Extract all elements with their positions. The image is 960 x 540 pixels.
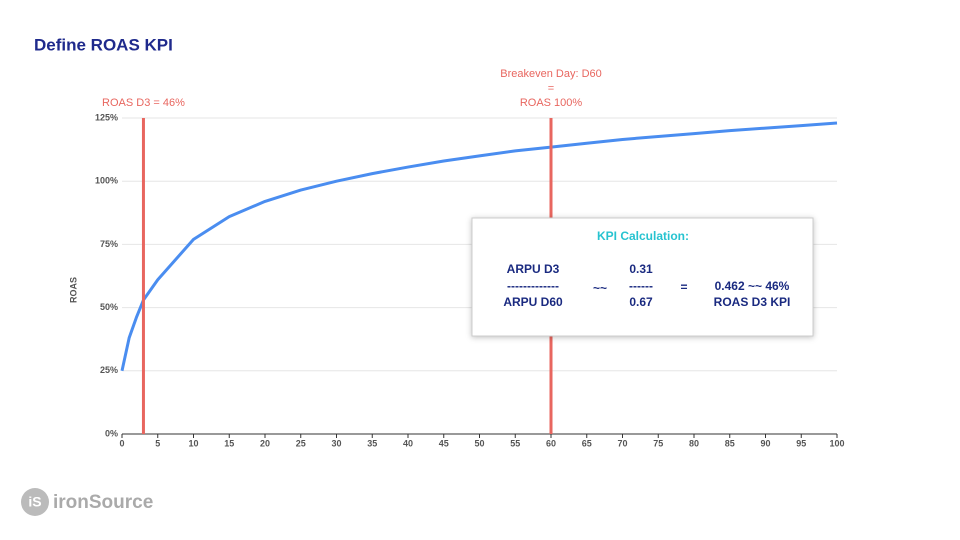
x-tick-label: 75 (653, 438, 663, 448)
x-tick-label: 85 (725, 438, 735, 448)
x-tick-label: 80 (689, 438, 699, 448)
roas-curve (120, 121, 838, 372)
x-tick-label: 100 (829, 438, 844, 448)
y-tick-label: 25% (100, 365, 118, 375)
x-tick-label: 95 (796, 438, 806, 448)
y-tick-label: 125% (95, 112, 118, 122)
slide-title: Define ROAS KPI (34, 35, 173, 54)
x-tick-label: 50 (474, 438, 484, 448)
x-tick-label: 55 (510, 438, 520, 448)
kpi-box: KPI Calculation: ARPU D3 ------------- ARPU… (471, 217, 814, 337)
x-tick-label: 30 (331, 438, 341, 448)
kpi-middle: ------ (629, 279, 653, 293)
annotation-label: = (548, 82, 554, 94)
x-tick-label: 10 (188, 438, 198, 448)
kpi-approx: ~~ (593, 281, 607, 295)
x-tick-label: 25 (296, 438, 306, 448)
annotation-label: Breakeven Day: D60 (500, 68, 602, 80)
kpi-left: ARPU D3 (507, 262, 560, 276)
kpi-title: KPI Calculation: (597, 229, 689, 243)
kpi-result: ROAS D3 KPI (714, 295, 791, 309)
x-tick-label: 0 (119, 438, 124, 448)
x-tick-label: 60 (546, 438, 556, 448)
logo-icon (21, 488, 49, 516)
x-tick-label: 90 (760, 438, 770, 448)
kpi-result: 0.462 ~~ 46% (715, 279, 790, 293)
logo-text: ironSource (53, 492, 153, 513)
y-axis-label: ROAS (68, 277, 78, 303)
x-tick-label: 40 (403, 438, 413, 448)
logo-mark: iS (28, 494, 41, 510)
x-tick-label: 20 (260, 438, 270, 448)
kpi-middle: 0.67 (629, 295, 653, 309)
annotation-label: ROAS D3 = 46% (102, 97, 185, 109)
kpi-middle: 0.31 (629, 262, 653, 276)
x-tick-label: 45 (439, 438, 449, 448)
kpi-equals: = (680, 280, 687, 294)
x-tick-label: 15 (224, 438, 234, 448)
x-tick-label: 35 (367, 438, 377, 448)
kpi-left: ------------- (507, 279, 559, 293)
annotation-label: ROAS 100% (520, 97, 583, 109)
y-tick-label: 100% (95, 176, 118, 186)
y-tick-label: 50% (100, 302, 118, 312)
y-tick-label: 75% (100, 239, 118, 249)
y-tick-label: 0% (105, 428, 118, 438)
kpi-left: ARPU D60 (503, 295, 563, 309)
kpi-box-frame (471, 217, 814, 337)
x-tick-label: 65 (582, 438, 592, 448)
logo: iS ironSource (21, 488, 153, 516)
x-tick-label: 70 (617, 438, 627, 448)
x-tick-label: 5 (155, 438, 160, 448)
